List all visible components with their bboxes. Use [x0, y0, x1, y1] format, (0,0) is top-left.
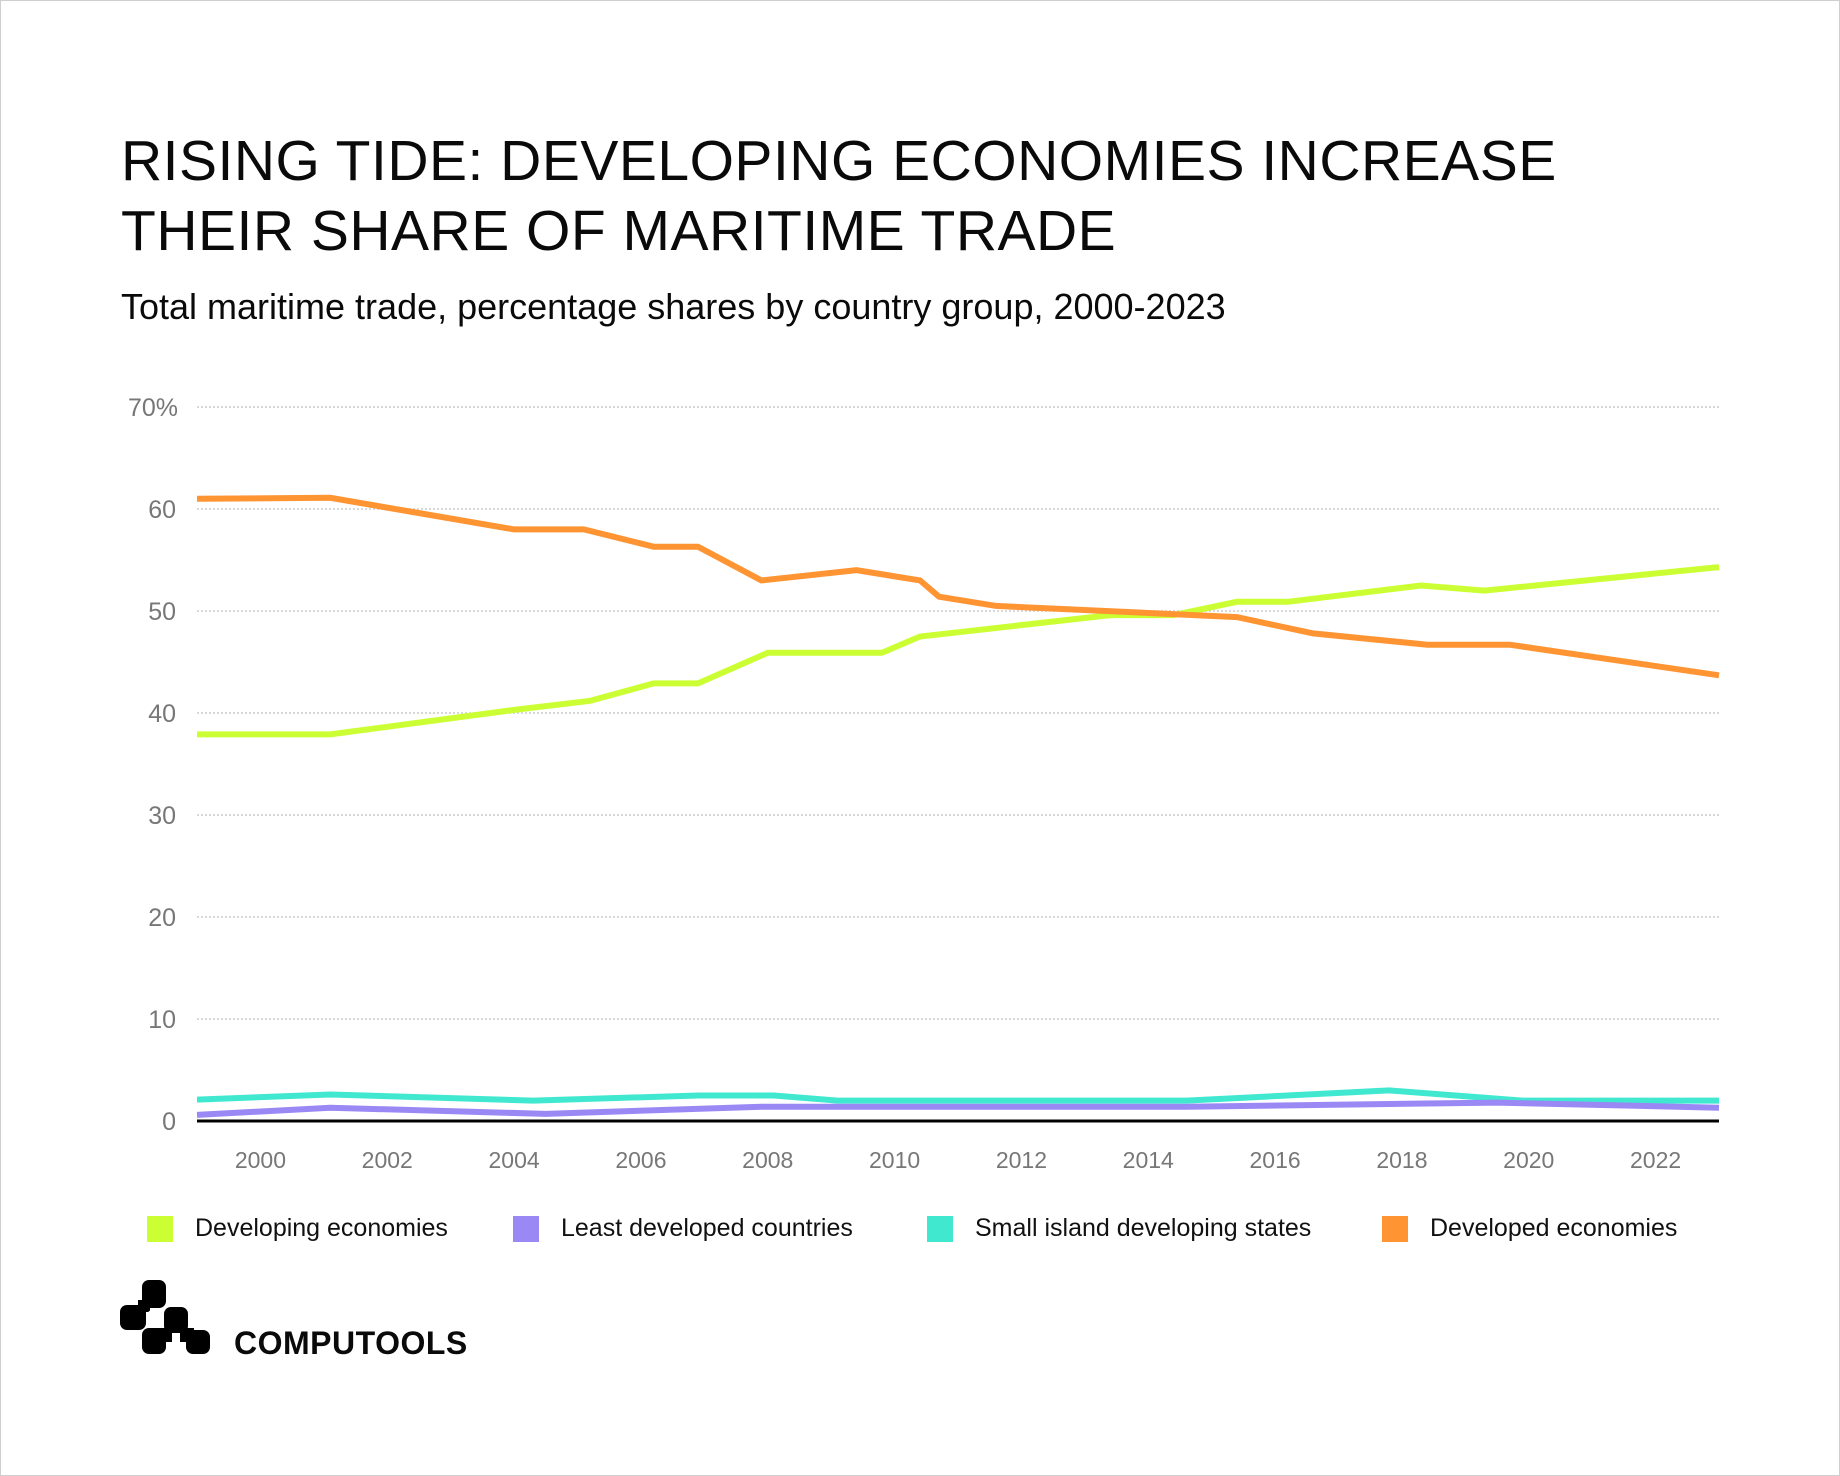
x-tick-label: 2014 [1123, 1147, 1174, 1173]
legend-swatch [513, 1215, 539, 1242]
series-line-developing-economies [197, 564, 1720, 738]
legend-item: Least developed countries [513, 1214, 853, 1243]
y-tick-label: 50 [148, 598, 176, 626]
y-tick-label: 0 [162, 1108, 176, 1136]
legend-swatch [147, 1215, 173, 1242]
legend-label: Least developed countries [561, 1214, 853, 1242]
chart-subtitle: Total maritime trade, percentage shares … [121, 286, 1226, 327]
x-tick-label: 2010 [869, 1147, 920, 1173]
line-chart: 0 10 20 30 40 50 60 70% 2000 2002 2004 2006 2008 201… [128, 394, 1720, 1173]
x-tick-label: 2016 [1249, 1147, 1300, 1173]
brand-name: COMPUTOOLS [234, 1325, 468, 1361]
y-tick-label: 60 [148, 496, 176, 524]
series-line-small-island-developing-states [196, 1087, 1719, 1104]
legend-swatch [1382, 1215, 1408, 1242]
y-tick-label: 70% [128, 394, 178, 422]
legend-item: Developing economies [147, 1214, 448, 1243]
legend-item: Developed economies [1382, 1214, 1677, 1243]
legend-label: Developing economies [195, 1214, 448, 1242]
x-tick-label: 2018 [1376, 1147, 1427, 1173]
y-tick-label: 30 [148, 802, 176, 830]
legend-label: Small island developing states [975, 1214, 1312, 1242]
legend-label: Developed economies [1430, 1214, 1678, 1242]
x-tick-label: 2002 [362, 1147, 413, 1173]
chart-title: RISING TIDE: DEVELOPING ECONOMIES INCREA… [121, 129, 1557, 263]
y-tick-label: 10 [148, 1006, 176, 1034]
x-tick-label: 2012 [996, 1147, 1047, 1173]
x-tick-label: 2000 [235, 1147, 286, 1173]
x-tick-label: 2006 [615, 1147, 666, 1173]
x-tick-label: 2008 [742, 1147, 793, 1173]
computools-logo-icon [120, 1280, 210, 1354]
x-tick-label: 2022 [1630, 1147, 1681, 1173]
y-tick-label: 20 [148, 904, 176, 932]
legend: Developing economies Least developed coun… [0, 1214, 1840, 1248]
y-tick-label: 40 [148, 700, 176, 728]
legend-swatch [927, 1215, 953, 1242]
legend-item: Small island developing states [927, 1214, 1311, 1243]
series-line-least-developed-countries [196, 1099, 1720, 1118]
x-tick-label: 2004 [488, 1147, 539, 1173]
x-tick-label: 2020 [1503, 1147, 1554, 1173]
series-line-developed-economies [196, 494, 1720, 679]
